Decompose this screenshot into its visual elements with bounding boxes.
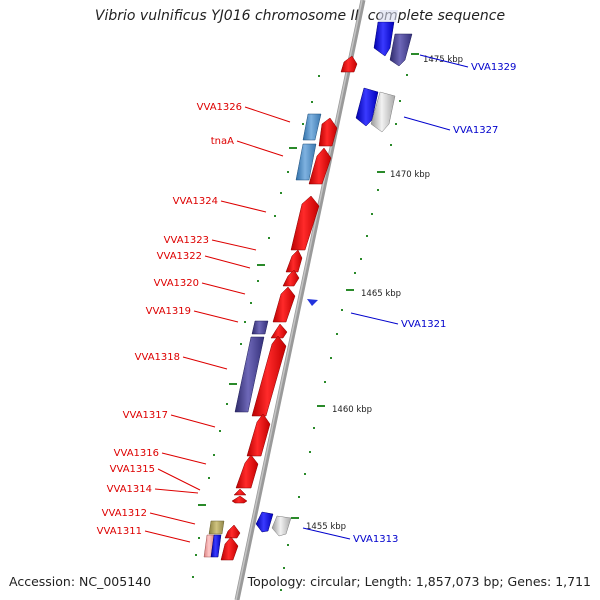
gene-vva1313-reverse[interactable] bbox=[271, 515, 292, 537]
gene-label-vva1327: VVA1327 bbox=[453, 125, 498, 136]
gene-vva1323-forward[interactable] bbox=[285, 249, 303, 273]
gene-vva1320-forward[interactable] bbox=[272, 286, 296, 323]
gene-label-vva1315: VVA1315 bbox=[110, 464, 155, 475]
gene-ghost-top bbox=[378, 10, 398, 22]
gene-vva1317-forward[interactable] bbox=[246, 413, 271, 457]
scale-label-1475: 1475 kbp bbox=[423, 55, 463, 65]
scale-label-1470: 1470 kbp bbox=[390, 170, 430, 180]
gene-label-vva1316: VVA1316 bbox=[114, 448, 159, 459]
gene-vva1330-reverse[interactable] bbox=[373, 21, 395, 57]
gene-vva1322-forward[interactable] bbox=[282, 269, 300, 287]
gene-label-vva1321: VVA1321 bbox=[401, 319, 446, 330]
gene-label-vva1311: VVA1311 bbox=[97, 526, 142, 537]
accession-text: Accession: NC_005140 bbox=[9, 574, 152, 589]
gene-label-vva1320: VVA1320 bbox=[154, 278, 199, 289]
gene-vva1319-forward[interactable] bbox=[270, 323, 288, 339]
title: Vibrio vulnificus YJ016 chromosome II, c… bbox=[94, 8, 506, 24]
scale-label-1455: 1455 kbp bbox=[306, 522, 346, 532]
gene-vva1319-other[interactable] bbox=[251, 320, 269, 335]
left-tick-track bbox=[192, 75, 320, 578]
right-leader-lines bbox=[302, 54, 469, 540]
gene-vva1312-other[interactable] bbox=[208, 520, 225, 535]
gene-vva1324-forward[interactable] bbox=[290, 195, 320, 251]
gene-label-vva1324: VVA1324 bbox=[173, 196, 218, 207]
gene-label-vva1322: VVA1322 bbox=[157, 251, 202, 262]
gene-vva1329-reverse[interactable] bbox=[389, 33, 413, 67]
gene-red-top[interactable] bbox=[340, 55, 358, 73]
gene-vva1327-reverse[interactable] bbox=[370, 91, 396, 133]
gene-label-vva1313: VVA1313 bbox=[353, 534, 398, 545]
gene-vva1326-other[interactable] bbox=[302, 113, 322, 141]
gene-tnaA-other[interactable] bbox=[295, 143, 317, 181]
gene-vva1312-forward[interactable] bbox=[224, 524, 241, 539]
gene-label-vva1329: VVA1329 bbox=[471, 62, 516, 73]
gene-vva1321-reverse[interactable] bbox=[307, 299, 318, 306]
gene-vva1311-reverse-half[interactable] bbox=[210, 534, 222, 558]
gene-label-tnaA: tnaA bbox=[211, 136, 234, 147]
chromosome-backbone bbox=[234, 0, 366, 600]
gene-tnaA-forward[interactable] bbox=[308, 147, 332, 185]
gene-label-vva1319: VVA1319 bbox=[146, 306, 191, 317]
gene-label-vva1317: VVA1317 bbox=[123, 410, 168, 421]
right-tick-track bbox=[280, 53, 419, 591]
gene-vva1314-reverse[interactable] bbox=[255, 511, 274, 533]
scale-label-1460: 1460 kbp bbox=[332, 405, 372, 415]
gene-label-vva1326: VVA1326 bbox=[197, 102, 242, 113]
scale-label-1465: 1465 kbp bbox=[361, 289, 401, 299]
gene-vva1326-forward[interactable] bbox=[318, 117, 338, 147]
gene-label-vva1323: VVA1323 bbox=[164, 235, 209, 246]
gene-vva1318-other[interactable] bbox=[234, 336, 265, 413]
summary-text: Topology: circular; Length: 1,857,073 bp… bbox=[247, 574, 591, 589]
gene-vva1314-forward[interactable] bbox=[231, 495, 248, 504]
gene-vva1315-forward[interactable] bbox=[233, 488, 247, 496]
gene-vva1328-reverse[interactable] bbox=[355, 87, 379, 127]
gene-vva1316-forward[interactable] bbox=[235, 454, 259, 489]
chromosome-backbone-highlight bbox=[235, 0, 363, 600]
left-leader-lines bbox=[144, 106, 291, 543]
gene-label-vva1314: VVA1314 bbox=[107, 484, 152, 495]
gene-label-vva1312: VVA1312 bbox=[102, 508, 147, 519]
gene-label-vva1318: VVA1318 bbox=[135, 352, 180, 363]
gene-vva1318-forward[interactable] bbox=[251, 335, 287, 417]
gene-vva1311-forward[interactable] bbox=[220, 536, 239, 561]
